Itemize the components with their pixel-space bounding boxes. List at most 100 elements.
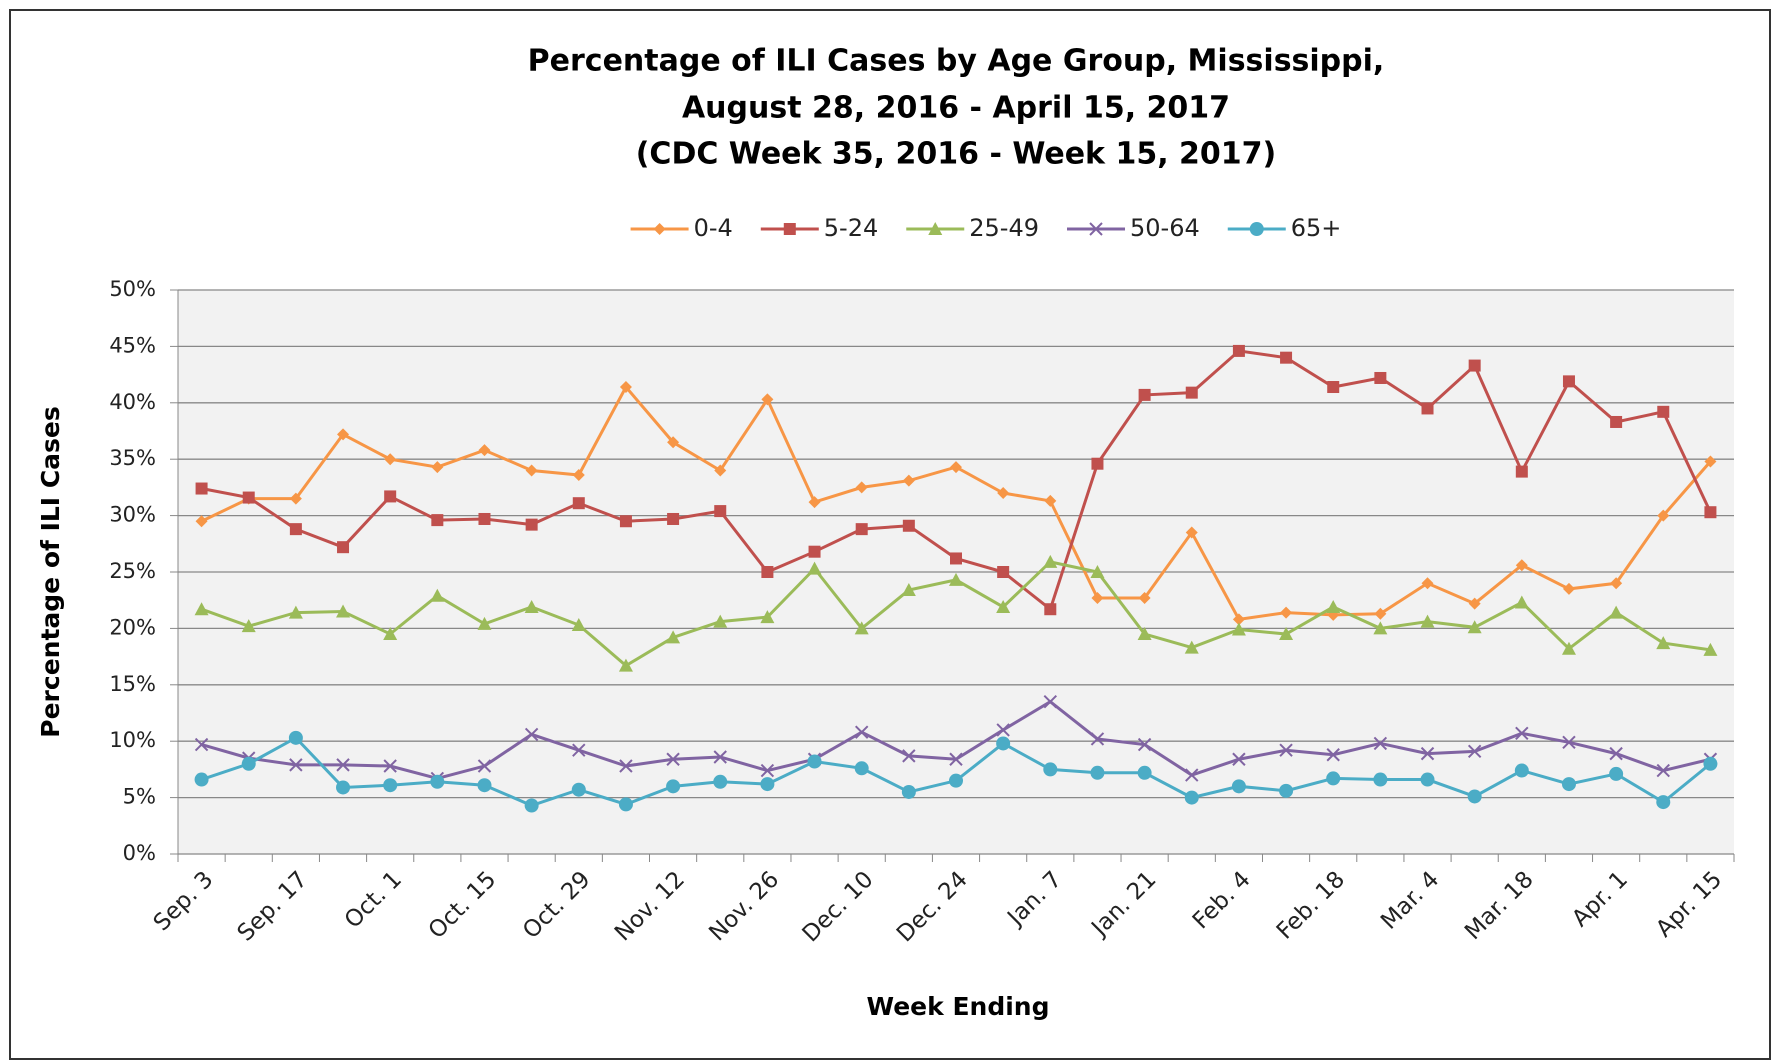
marker (1232, 344, 1245, 357)
marker (478, 444, 491, 457)
y-axis-label: Percentage of ILI Cases (36, 406, 65, 737)
marker (288, 730, 303, 745)
marker (1468, 359, 1481, 372)
marker (901, 784, 916, 799)
marker (1279, 743, 1293, 757)
marker (1562, 582, 1575, 595)
marker (619, 381, 632, 394)
marker (1373, 621, 1388, 635)
y-tick-label: 15% (109, 672, 156, 696)
marker (1280, 351, 1293, 364)
marker (337, 428, 350, 441)
marker (1468, 597, 1481, 610)
marker (855, 523, 868, 536)
chart-title: (CDC Week 35, 2016 - Week 15, 2017) (636, 137, 1277, 172)
marker (1467, 789, 1482, 804)
marker (477, 778, 492, 793)
marker (1609, 766, 1624, 781)
legend-label: 0-4 (694, 214, 733, 242)
marker (1514, 763, 1529, 778)
marker (383, 778, 398, 793)
marker (949, 572, 963, 586)
marker (713, 614, 728, 628)
marker (950, 552, 962, 565)
marker (1091, 591, 1104, 604)
marker (1467, 620, 1482, 634)
marker (1703, 756, 1718, 771)
y-tick-label: 35% (109, 446, 156, 470)
y-tick-label: 5% (123, 785, 156, 809)
marker (807, 561, 822, 575)
marker (996, 736, 1011, 751)
marker (950, 461, 962, 474)
marker (1420, 746, 1435, 761)
marker (619, 759, 633, 773)
marker (524, 798, 539, 813)
y-tick-label: 40% (109, 390, 156, 414)
marker (1185, 386, 1198, 399)
marker (572, 468, 585, 481)
marker (571, 618, 586, 632)
marker (337, 541, 350, 554)
marker (1657, 405, 1670, 418)
legend-label: 25-49 (969, 214, 1039, 242)
marker (195, 482, 208, 495)
marker (854, 621, 869, 635)
marker (760, 777, 775, 792)
marker (1184, 640, 1199, 654)
legend-label: 65+ (1291, 214, 1342, 242)
marker (1373, 772, 1388, 787)
marker (1280, 606, 1293, 619)
marker (713, 774, 728, 789)
marker (1184, 790, 1199, 805)
marker (1420, 772, 1435, 787)
marker (1562, 375, 1575, 388)
marker (1279, 783, 1294, 798)
marker (289, 523, 302, 536)
marker (477, 616, 492, 630)
marker (667, 512, 680, 525)
marker (1515, 465, 1528, 478)
y-tick-label: 0% (123, 841, 156, 865)
marker (431, 461, 444, 474)
marker (902, 474, 915, 487)
marker (713, 750, 727, 764)
marker (336, 604, 351, 618)
x-axis-label: Week Ending (867, 992, 1050, 1021)
legend: 0-4 5-24 25-49 50-64 65+ (630, 214, 1342, 242)
marker (241, 619, 256, 633)
marker (667, 436, 680, 449)
marker (1185, 768, 1199, 782)
marker (949, 773, 963, 788)
marker (760, 763, 775, 778)
marker (666, 630, 681, 644)
marker (195, 515, 208, 528)
marker (289, 492, 302, 505)
marker (336, 758, 350, 772)
marker (808, 496, 821, 509)
marker (1327, 381, 1340, 394)
marker (997, 566, 1010, 578)
y-tick-label: 50% (109, 277, 156, 301)
marker (571, 782, 586, 797)
marker (1704, 455, 1717, 468)
marker (714, 464, 727, 477)
y-tick-label: 25% (109, 559, 156, 583)
marker (1249, 222, 1264, 236)
marker (1137, 765, 1152, 780)
marker (761, 566, 774, 578)
marker (619, 515, 632, 528)
marker (1609, 605, 1624, 619)
legend-label: 5-24 (824, 214, 878, 242)
marker (1609, 746, 1623, 761)
marker (525, 518, 538, 531)
marker (1656, 636, 1671, 650)
marker (1044, 603, 1057, 616)
marker (854, 725, 869, 739)
marker (901, 583, 916, 597)
marker (194, 602, 209, 616)
marker (524, 599, 539, 613)
marker (1610, 415, 1623, 428)
marker (902, 749, 916, 763)
